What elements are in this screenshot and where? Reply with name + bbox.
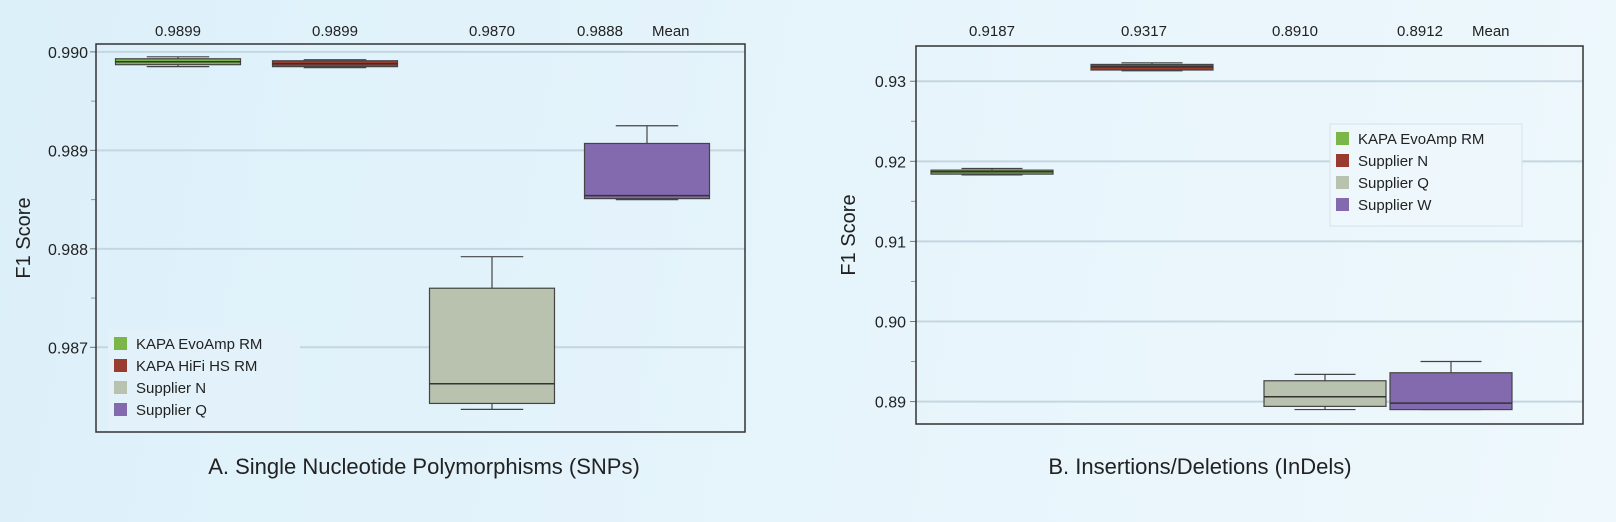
mean-label: 0.8912 [1397,23,1443,40]
y-axis-label: F1 Score [13,197,35,278]
plot-frame [95,43,746,433]
box-iqr [583,142,711,200]
box-supplier-n [428,256,556,410]
legend-label: Supplier Q [136,402,207,419]
box-iqr [1263,380,1387,407]
legend-label: Supplier N [1358,153,1428,170]
legend: KAPA EvoAmp RM KAPA HiFi HS RM Supplier N S… [108,329,300,431]
legend-background [108,329,300,431]
legend-label: Supplier N [136,380,206,397]
legend-label: KAPA HiFi HS RM [136,358,257,375]
box-iqr [1389,372,1513,411]
legend-label: Supplier Q [1358,175,1429,192]
y-tick-label: 0.990 [48,45,88,62]
box-supplier-q [1263,373,1387,411]
mean-label: 0.9899 [312,23,358,40]
y-tick-label: 0.91 [875,234,906,251]
legend-swatch [1336,176,1349,189]
legend-swatch [114,403,127,416]
mean-suffix-label: Mean [652,23,690,40]
plot-frame [915,45,1584,425]
mean-label: 0.9187 [969,23,1015,40]
legend-background [1329,123,1523,227]
mean-label: 0.9870 [469,23,515,40]
box-kapa-evoamp-rm [930,167,1054,176]
y-tick-label: 0.93 [875,74,906,91]
y-tick-label: 0.989 [48,143,88,160]
legend-swatch [114,381,127,394]
y-tick-label: 0.988 [48,242,88,259]
legend-label: Supplier W [1358,197,1432,214]
mean-label: 0.9888 [577,23,623,40]
y-tick-label: 0.89 [875,395,906,412]
y-tick-label: 0.90 [875,314,906,331]
chart-panel-snps: 0.990 0.989 0.988 0.987 0.9899 0.9899 0.9870 0.… [13,23,746,479]
legend-label: KAPA EvoAmp RM [1358,131,1484,148]
box-supplier-n [1090,62,1214,72]
chart-title: B. Insertions/Deletions (InDels) [1048,454,1351,479]
legend-swatch [1336,198,1349,211]
mean-suffix-label: Mean [1472,23,1510,40]
legend-swatch [1336,132,1349,145]
chart-title: A. Single Nucleotide Polymorphisms (SNPs… [208,454,640,479]
legend-label: KAPA EvoAmp RM [136,336,262,353]
legend-swatch [1336,154,1349,167]
box-kapa-hifi-hs-rm [271,59,399,69]
y-axis-label: F1 Score [838,194,860,275]
mean-label: 0.8910 [1272,23,1318,40]
legend-swatch [114,337,127,350]
box-kapa-evoamp-rm [114,56,242,68]
mean-label: 0.9317 [1121,23,1167,40]
box-iqr [428,287,556,405]
chart-panel-indels: 0.93 0.92 0.91 0.90 0.89 0.9187 0.9317 0.8910 0.… [838,23,1584,479]
y-tick-label: 0.92 [875,154,906,171]
box-supplier-q [583,125,711,201]
y-tick-label: 0.987 [48,340,88,357]
mean-label: 0.9899 [155,23,201,40]
legend-swatch [114,359,127,372]
box-supplier-w [1389,360,1513,411]
legend: KAPA EvoAmp RM Supplier N Supplier Q Suppli… [1329,123,1523,227]
